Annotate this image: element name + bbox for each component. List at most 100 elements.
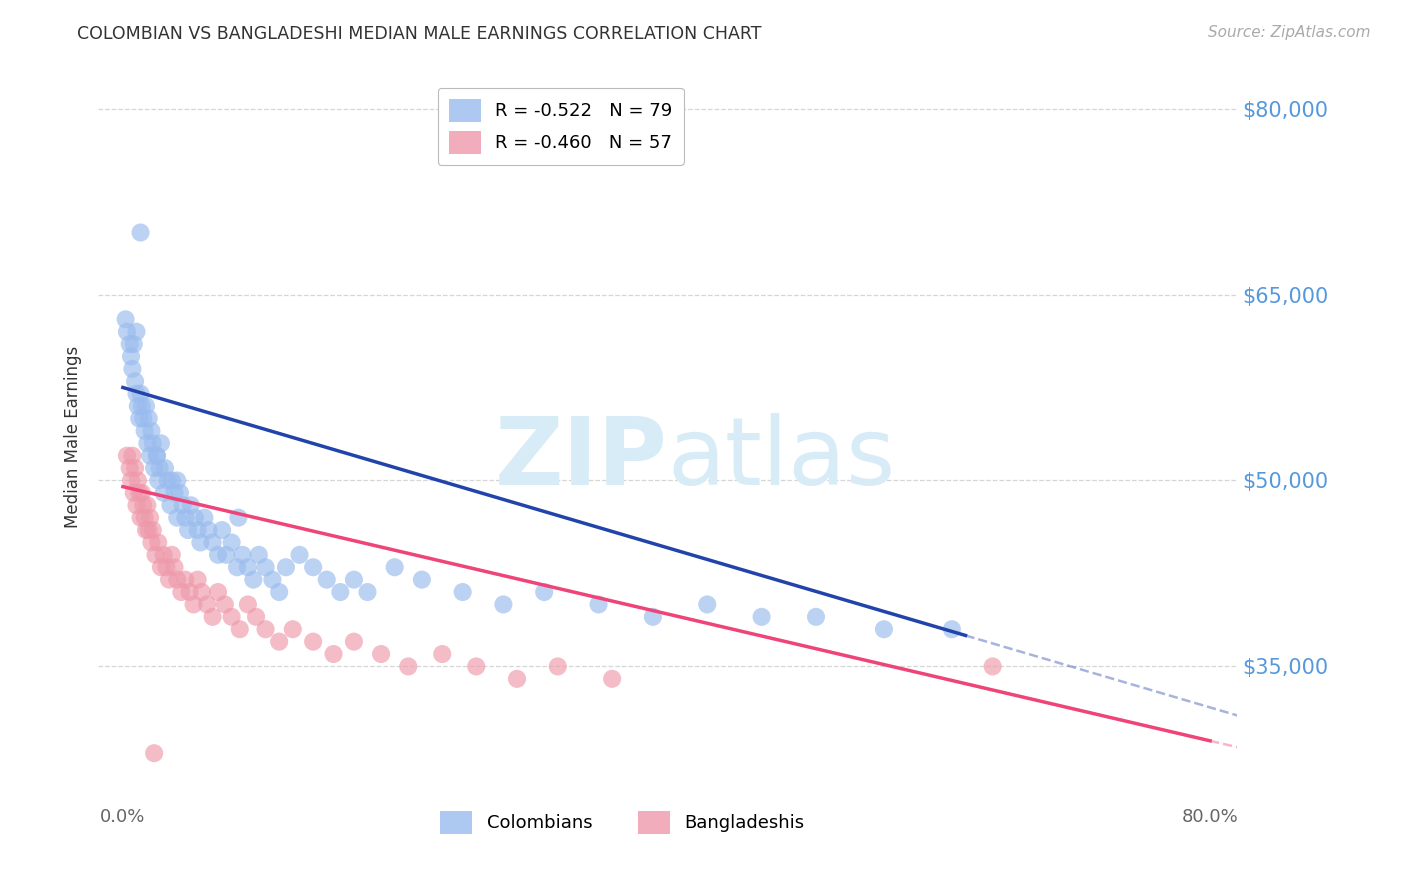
Point <box>533 585 555 599</box>
Point <box>159 498 181 512</box>
Point <box>146 449 169 463</box>
Point <box>146 449 169 463</box>
Point <box>166 474 188 488</box>
Point <box>134 510 156 524</box>
Point <box>169 486 191 500</box>
Y-axis label: Median Male Earnings: Median Male Earnings <box>65 346 83 528</box>
Point <box>152 548 174 562</box>
Point <box>166 510 188 524</box>
Point <box>201 535 224 549</box>
Point <box>136 436 159 450</box>
Point <box>143 461 166 475</box>
Legend: Colombians, Bangladeshis: Colombians, Bangladeshis <box>433 804 811 841</box>
Point <box>641 610 664 624</box>
Point <box>138 523 160 537</box>
Point <box>506 672 529 686</box>
Point <box>343 573 366 587</box>
Point <box>343 634 366 648</box>
Point <box>696 598 718 612</box>
Point <box>163 560 186 574</box>
Point <box>132 498 155 512</box>
Point <box>132 411 155 425</box>
Point <box>396 659 419 673</box>
Point <box>242 573 264 587</box>
Point <box>804 610 827 624</box>
Point <box>114 312 136 326</box>
Point <box>451 585 474 599</box>
Point <box>492 598 515 612</box>
Point <box>281 622 304 636</box>
Point <box>134 424 156 438</box>
Point <box>128 486 150 500</box>
Point <box>149 436 172 450</box>
Point <box>411 573 433 587</box>
Point <box>155 560 177 574</box>
Point <box>322 647 344 661</box>
Point <box>262 573 284 587</box>
Point <box>356 585 378 599</box>
Point <box>118 337 141 351</box>
Point <box>183 598 205 612</box>
Text: atlas: atlas <box>668 413 896 505</box>
Point <box>981 659 1004 673</box>
Point <box>214 598 236 612</box>
Point <box>302 634 325 648</box>
Point <box>221 610 243 624</box>
Point <box>115 449 138 463</box>
Point <box>231 548 253 562</box>
Point <box>166 573 188 587</box>
Point <box>179 585 201 599</box>
Point <box>170 585 193 599</box>
Point <box>163 486 186 500</box>
Point <box>118 461 141 475</box>
Point <box>128 411 150 425</box>
Point <box>142 436 165 450</box>
Point <box>122 486 145 500</box>
Point <box>547 659 569 673</box>
Point <box>148 461 170 475</box>
Point <box>157 573 180 587</box>
Point <box>384 560 406 574</box>
Point <box>370 647 392 661</box>
Point <box>190 585 212 599</box>
Point <box>941 622 963 636</box>
Point <box>131 399 153 413</box>
Point <box>187 523 209 537</box>
Point <box>125 325 148 339</box>
Point <box>254 560 277 574</box>
Point <box>600 672 623 686</box>
Point <box>135 523 157 537</box>
Point <box>160 548 183 562</box>
Point <box>127 399 149 413</box>
Point <box>177 523 200 537</box>
Point <box>226 560 249 574</box>
Point <box>124 374 146 388</box>
Point <box>143 746 166 760</box>
Point <box>221 535 243 549</box>
Point <box>121 362 143 376</box>
Point <box>274 560 297 574</box>
Point <box>432 647 454 661</box>
Point <box>145 548 167 562</box>
Point <box>149 560 172 574</box>
Point <box>269 634 291 648</box>
Point <box>122 337 145 351</box>
Point <box>160 474 183 488</box>
Point <box>129 386 152 401</box>
Point <box>197 523 219 537</box>
Point <box>153 461 176 475</box>
Point <box>207 548 229 562</box>
Point <box>152 486 174 500</box>
Point <box>245 610 267 624</box>
Point <box>873 622 896 636</box>
Point <box>148 474 170 488</box>
Point <box>141 424 163 438</box>
Point <box>174 510 197 524</box>
Point <box>141 535 163 549</box>
Point <box>188 535 211 549</box>
Text: ZIP: ZIP <box>495 413 668 505</box>
Point <box>215 548 238 562</box>
Point <box>211 523 233 537</box>
Point <box>180 498 202 512</box>
Point <box>136 498 159 512</box>
